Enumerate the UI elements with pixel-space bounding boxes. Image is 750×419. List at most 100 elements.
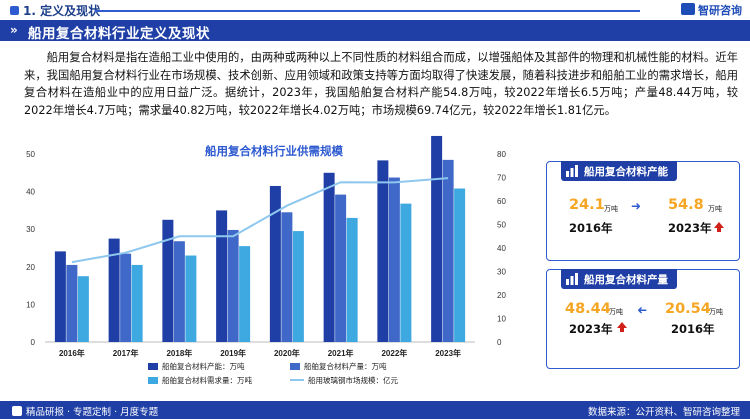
bar	[335, 194, 347, 342]
legend-swatch	[290, 363, 300, 370]
card-left-value: 24.1	[569, 197, 605, 213]
card-left-value: 48.44	[565, 301, 611, 317]
card-title: 船用复合材料产量	[584, 274, 668, 286]
arrow-right-icon: ➜	[631, 199, 642, 213]
x-tick-label: 2021年	[328, 348, 354, 358]
banner-title: 船用复合材料行业定义及现状	[28, 26, 210, 42]
card-right-unit: 万吨	[709, 308, 723, 316]
x-tick-label: 2022年	[381, 348, 407, 358]
y-right-tick-label: 0	[497, 338, 502, 347]
bar	[185, 255, 197, 342]
y-right-tick-label: 50	[497, 221, 506, 230]
capacity-card: 船用复合材料产能 24.1 万吨 2016年 ➜ 54.8 万吨 2023年	[546, 161, 740, 261]
y-left-tick-label: 10	[26, 300, 35, 309]
y-right-tick-label: 20	[497, 291, 506, 300]
section-title-text: 1. 定义及现状	[23, 4, 101, 18]
y-right-tick-label: 30	[497, 268, 506, 277]
card-right-year: 2023年	[668, 221, 712, 235]
bar	[281, 212, 293, 342]
bar	[120, 253, 132, 342]
y-left-tick-label: 0	[31, 338, 36, 347]
bar	[431, 135, 443, 342]
x-tick-label: 2023年	[435, 348, 461, 358]
y-left-tick-label: 50	[26, 150, 35, 159]
y-left-tick-label: 30	[26, 225, 35, 234]
logo-text: 智研咨询	[698, 4, 742, 17]
card-right-year: 2016年	[671, 322, 715, 336]
footer-left-text: 精品研报 · 专题定制 · 月度专题	[26, 407, 159, 418]
bar-chart-icon	[566, 273, 578, 285]
banner: » 船用复合材料行业定义及现状	[0, 20, 750, 42]
legend-label: 船舶复合材料需求量：万吨	[162, 376, 252, 385]
intro-paragraph: 船用复合材料是指在造船工业中使用的，由两种或两种以上不同性质的材料组合而成，以增…	[24, 51, 738, 117]
legend-item: 船舶复合材料产能：万吨	[148, 361, 245, 372]
footer-source: 数据来源：公开资料、智研咨询整理	[587, 407, 740, 418]
legend-swatch	[290, 379, 304, 381]
output-card: 船用复合材料产量 48.44 万吨 2023年 ➜ 20.54 万吨 2016年	[546, 269, 740, 369]
card-left-year: 2023年	[569, 322, 613, 336]
card-left-unit: 万吨	[609, 308, 623, 316]
card-left-unit: 万吨	[604, 205, 618, 213]
bar	[323, 172, 335, 342]
legend-item: 船舶复合材料需求量：万吨	[148, 375, 252, 386]
x-tick-label: 2019年	[220, 348, 246, 358]
y-left-tick-label: 20	[26, 263, 35, 272]
y-right-tick-label: 70	[497, 174, 506, 183]
card-header: 船用复合材料产能	[561, 161, 677, 181]
legend-label: 船用玻璃钢市场规模：亿元	[308, 376, 398, 385]
bar	[77, 276, 89, 342]
card-header: 船用复合材料产量	[561, 269, 677, 289]
bar	[400, 203, 412, 342]
x-tick-label: 2017年	[113, 348, 139, 358]
card-right-value: 54.8	[668, 197, 704, 213]
section-title: 1. 定义及现状	[10, 2, 100, 19]
y-right-tick-label: 60	[497, 197, 506, 206]
bar	[377, 160, 389, 342]
y-right-tick-label: 80	[497, 150, 506, 159]
bar	[388, 177, 400, 342]
brand-logo: 智研咨询	[681, 2, 742, 18]
bar	[131, 264, 143, 342]
bar	[108, 238, 120, 342]
legend-item: 船舶复合材料产量：万吨	[290, 361, 387, 372]
x-tick-label: 2018年	[166, 348, 192, 358]
footer-bar: 精品研报 · 专题定制 · 月度专题 数据来源：公开资料、智研咨询整理	[0, 401, 750, 419]
arrow-left-icon: ➜	[637, 303, 648, 317]
card-right-unit: 万吨	[708, 205, 722, 213]
double-chevron-icon: »	[10, 23, 18, 37]
bar	[173, 241, 185, 342]
bar	[346, 217, 358, 342]
top-header: 1. 定义及现状 智研咨询	[0, 0, 750, 20]
card-right-value: 20.54	[665, 301, 711, 317]
bar	[66, 264, 78, 342]
bar	[269, 185, 281, 342]
y-right-tick-label: 10	[497, 315, 506, 324]
card-left-year: 2016年	[569, 221, 613, 235]
y-right-tick-label: 40	[497, 244, 506, 253]
bullet-icon	[10, 6, 19, 15]
legend-label: 船舶复合材料产量：万吨	[304, 362, 387, 371]
bar	[442, 159, 454, 342]
x-tick-label: 2016年	[59, 348, 85, 358]
bar	[292, 231, 304, 342]
bar	[162, 219, 174, 342]
legend-swatch	[148, 363, 158, 370]
bar	[227, 229, 239, 342]
bar	[54, 251, 66, 342]
header-rule	[95, 10, 640, 12]
legend-swatch	[148, 377, 158, 384]
x-tick-label: 2020年	[274, 348, 300, 358]
chart-title: 船用复合材料行业供需规模	[205, 144, 343, 158]
legend-item: 船用玻璃钢市场规模：亿元	[290, 375, 398, 386]
logo-icon	[681, 3, 695, 15]
bar-chart-icon	[566, 165, 578, 177]
card-title: 船用复合材料产能	[584, 166, 668, 178]
bar	[239, 246, 251, 342]
bar	[454, 188, 466, 342]
legend-label: 船舶复合材料产能：万吨	[162, 362, 245, 371]
series-line	[71, 177, 449, 264]
footer-logo-icon	[12, 406, 22, 416]
footer-left: 精品研报 · 专题定制 · 月度专题	[12, 404, 158, 418]
